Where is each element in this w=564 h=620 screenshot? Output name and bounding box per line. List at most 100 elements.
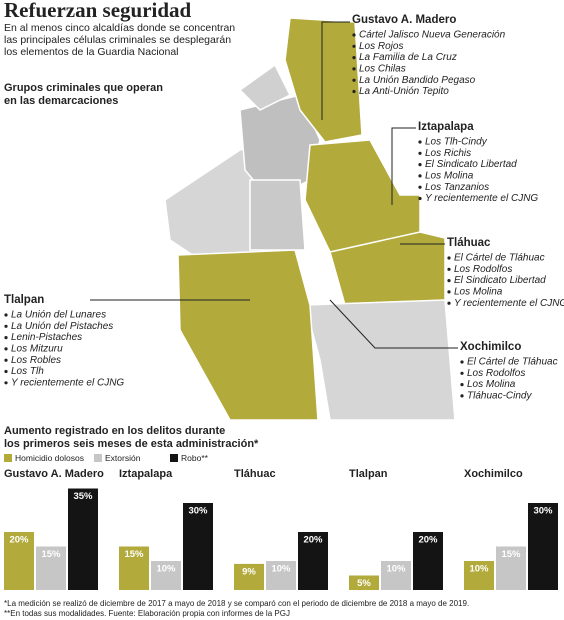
bullet (447, 256, 451, 260)
chart-title: Tláhuac (234, 468, 276, 480)
connectors (90, 21, 458, 349)
value-label: 20% (9, 535, 29, 546)
bullet (4, 313, 8, 317)
bar (119, 546, 149, 590)
group-name: El Sindicato Libertad (425, 159, 517, 170)
group-name: Los Molina (467, 379, 516, 390)
group-name: Cártel Jalisco Nueva Generación (359, 30, 506, 41)
value-label: 10% (156, 564, 176, 575)
map (164, 17, 456, 421)
bullet (418, 151, 422, 155)
bar (151, 561, 181, 590)
district-name: Tláhuac (447, 237, 491, 249)
legend-swatch (170, 454, 178, 462)
bar (234, 563, 264, 590)
bullet (4, 358, 8, 362)
bullet (4, 336, 8, 340)
group-name: El Cártel de Tláhuac (467, 357, 558, 368)
group-name: Y recientemente el CJNG (11, 377, 124, 388)
legend-label: Robo** (181, 453, 209, 463)
value-label: 5% (357, 578, 371, 589)
group-name: Los Molina (454, 287, 503, 298)
bullet (352, 33, 356, 37)
chart-title: Xochimilco (464, 468, 523, 480)
value-label: 15% (124, 549, 144, 560)
group-name: La Unión del Pistaches (11, 321, 113, 332)
group-name: Los Tlh (11, 366, 44, 377)
map-heading: en las demarcaciones (4, 95, 118, 107)
group-name: El Sindicato Libertad (454, 275, 546, 286)
group-name: Los Rojos (359, 41, 403, 52)
bullet (460, 371, 464, 375)
group-name: Los Tanzanios (425, 182, 489, 193)
group-name: La Unión Bandido Pegaso (359, 75, 476, 86)
bullet (460, 360, 464, 364)
bullet (447, 279, 451, 283)
bullet (352, 44, 356, 48)
group-name: Lenin-Pistaches (11, 332, 82, 343)
bullet (447, 301, 451, 305)
bar (68, 488, 98, 590)
bar (266, 561, 296, 590)
bullet (4, 381, 8, 385)
group-name: Los Robles (11, 355, 61, 366)
bar (528, 503, 558, 590)
bar (4, 532, 34, 590)
value-label: 10% (386, 564, 406, 575)
subtitle: los elementos de la Guardia Nacional (4, 46, 179, 58)
bullet (418, 174, 422, 178)
bar (381, 561, 411, 590)
district-name: Tlalpan (4, 294, 44, 306)
value-label: 15% (501, 549, 521, 560)
group-name: Los Rodolfos (467, 368, 525, 379)
bullet (418, 140, 422, 144)
group-name: Los Rodolfos (454, 264, 512, 275)
bullet (352, 56, 356, 60)
value-label: 10% (469, 564, 489, 575)
value-label: 10% (271, 564, 291, 575)
bullet (352, 78, 356, 82)
value-label: 20% (418, 535, 438, 546)
group-name: Los Molina (425, 171, 474, 182)
bullet (447, 290, 451, 294)
group-name: La Familia de La Cruz (359, 52, 457, 63)
legend-swatch (4, 454, 12, 462)
group-name: Los Tlh-Cindy (425, 137, 488, 148)
footnote: **En todas sus modalidades. Fuente: Elab… (4, 609, 290, 618)
map-heading: Grupos criminales que operan (4, 82, 163, 94)
district-name: Gustavo A. Madero (352, 14, 456, 26)
value-label: 20% (303, 535, 323, 546)
group-name: Los Mitzuru (11, 344, 63, 355)
charts-heading: los primeros seis meses de esta administ… (4, 438, 259, 450)
subtitle: En al menos cinco alcaldías donde se con… (4, 22, 235, 34)
group-name: La Unión del Lunares (11, 310, 106, 321)
bullet (4, 324, 8, 328)
bullet (352, 89, 356, 94)
chart-title: Iztapalapa (119, 468, 173, 480)
bar (298, 532, 328, 590)
chart-title: Gustavo A. Madero (4, 468, 104, 480)
group-name: Tláhuac-Cindy (467, 391, 532, 402)
bar (36, 546, 66, 590)
value-label: 30% (188, 506, 208, 517)
bullet (460, 383, 464, 387)
bullet (4, 347, 8, 351)
value-label: 9% (242, 566, 256, 577)
group-name: Y recientemente el CJNG (454, 298, 564, 309)
district-name: Xochimilco (460, 341, 521, 353)
bullet (460, 394, 464, 398)
bar (349, 575, 379, 590)
group-name: La Anti-Unión Tepito (359, 86, 449, 97)
district-name: Iztapalapa (418, 121, 474, 133)
legend-label: Extorsión (105, 453, 141, 463)
bullet (418, 185, 422, 189)
group-name: Los Richis (425, 148, 471, 159)
bullet (352, 67, 356, 71)
bar (496, 546, 526, 590)
bullet (4, 369, 8, 374)
value-label: 15% (41, 549, 61, 560)
subtitle: las principales células criminales se de… (4, 34, 231, 46)
bullet (418, 196, 422, 201)
footnote: *La medición se realizó de diciembre de … (4, 599, 469, 608)
